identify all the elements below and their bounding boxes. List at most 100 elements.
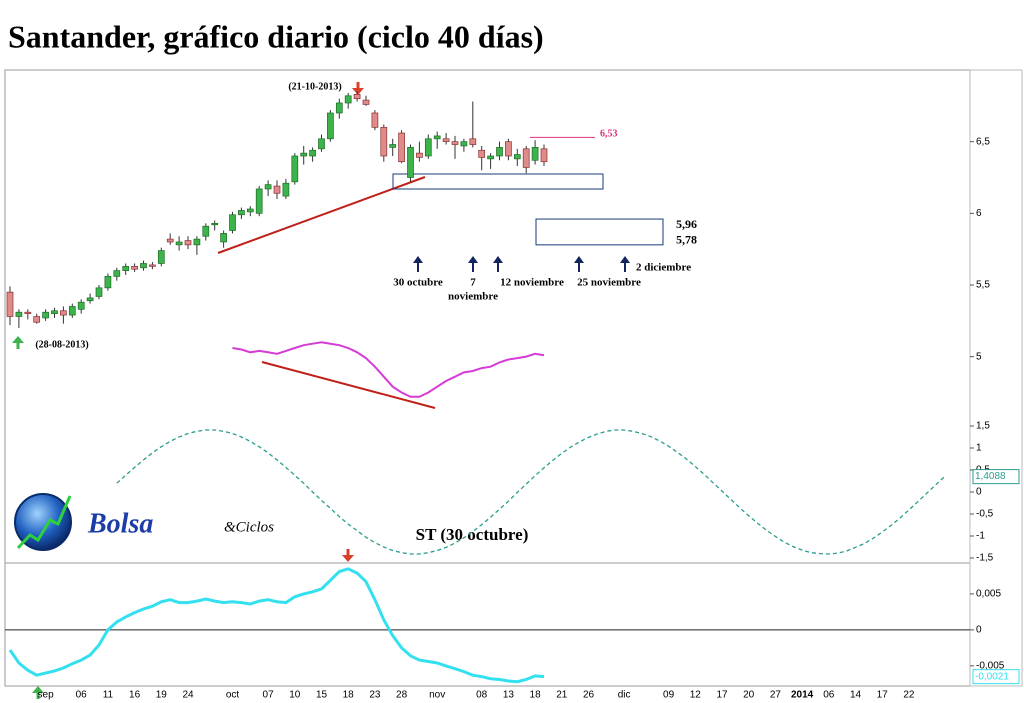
candle-body	[238, 210, 245, 216]
x-tick-label: 20	[743, 690, 755, 701]
candle-body	[6, 291, 14, 317]
cycle-date: noviembre	[448, 291, 498, 303]
x-tick-label: 12	[690, 690, 702, 701]
last-value-box	[972, 469, 1020, 485]
candle-body	[166, 238, 174, 243]
cycle-date: 7	[470, 277, 476, 289]
y-tick-label: 0	[976, 487, 982, 498]
y-tick-label: -1,5	[976, 553, 994, 564]
candle-body	[407, 147, 414, 178]
last-value-label: 1,4088	[975, 471, 1006, 482]
candle-body	[442, 138, 450, 143]
candle-body	[424, 138, 432, 157]
candle-body	[104, 276, 112, 289]
x-tick-label: nov	[429, 690, 445, 701]
candle-body	[505, 141, 512, 157]
x-tick-label: dic	[618, 690, 631, 701]
x-tick-label: 09	[663, 690, 675, 701]
target-label: 5,96	[676, 217, 697, 231]
y-tick-label: 0,005	[976, 589, 1001, 600]
x-tick-label: 22	[903, 690, 915, 701]
candle-body	[246, 208, 254, 213]
candle-body	[344, 95, 352, 104]
candle-body	[60, 310, 67, 316]
x-tick-label: 17	[716, 690, 728, 701]
x-tick-label: 08	[476, 690, 488, 701]
logo: Bolsa &Ciclos	[14, 493, 274, 551]
candle-body	[389, 144, 397, 148]
candle-body	[229, 214, 236, 231]
candle-body	[513, 154, 521, 160]
candle-body	[131, 265, 138, 270]
x-tick-label: 18	[530, 690, 542, 701]
price-panel	[4, 69, 971, 564]
axis-column	[969, 69, 1023, 687]
candle-body	[211, 222, 219, 226]
x-tick-label: 07	[263, 690, 275, 701]
resistance-label: 6,53	[600, 129, 618, 140]
last-value-label: -0,0021	[975, 671, 1009, 682]
x-tick-label: 14	[850, 690, 862, 701]
trend-line	[217, 176, 426, 254]
candle-body	[273, 185, 281, 194]
x-tick-label: 11	[103, 690, 114, 701]
cycle-date: 25 noviembre	[577, 277, 641, 289]
x-tick-label: 16	[129, 690, 141, 701]
candle-body	[33, 316, 41, 323]
cycle-date: 2 diciembre	[636, 262, 691, 274]
x-tick-label: 21	[556, 690, 568, 701]
candle-body	[24, 311, 32, 314]
candle-body	[371, 112, 379, 128]
candle-body	[460, 141, 468, 147]
series-line	[8, 567, 545, 684]
y-tick-label: 1,5	[976, 421, 990, 432]
candle-body	[380, 126, 388, 157]
candle-body	[309, 149, 316, 157]
candle-body	[220, 233, 227, 243]
target-label: 5,78	[676, 233, 697, 247]
candle-body	[86, 297, 94, 302]
x-tick-label: 26	[583, 690, 595, 701]
y-tick-label: 5,5	[976, 280, 990, 291]
candle-body	[433, 135, 441, 140]
series-line	[116, 429, 945, 555]
candle-body	[42, 311, 49, 319]
candle-body	[478, 149, 486, 158]
y-tick-label: 5	[976, 351, 982, 362]
candle-body	[282, 182, 290, 197]
candle-body	[95, 287, 103, 297]
candle-body	[51, 310, 58, 314]
x-tick-label: 17	[877, 690, 889, 701]
candle-body	[522, 148, 530, 168]
candle-body	[318, 138, 325, 150]
candle-body	[416, 152, 423, 158]
candle-body	[193, 238, 201, 246]
last-value-box	[972, 669, 1020, 685]
candle-body	[496, 147, 503, 157]
y-tick-label: 0	[976, 625, 982, 636]
x-tick-label: 28	[396, 690, 408, 701]
y-tick-label: 6	[976, 208, 982, 219]
x-tick-label: 10	[289, 690, 301, 701]
logo-suffix: &Ciclos	[224, 519, 274, 535]
y-tick-label: -0,5	[976, 509, 994, 520]
candle-body	[140, 263, 147, 269]
y-tick-label: 6,5	[976, 136, 990, 147]
candle-body	[264, 184, 272, 190]
candle-body	[255, 188, 263, 214]
marker-arrows	[12, 82, 364, 699]
date-marker: (21-10-2013)	[288, 81, 341, 92]
candle-body	[15, 311, 23, 317]
x-tick-label: 24	[182, 690, 194, 701]
x-tick-label: 19	[156, 690, 168, 701]
candle-body	[122, 265, 130, 271]
candle-body	[487, 155, 494, 160]
candle-body	[113, 270, 121, 277]
cycle-date: 12 noviembre	[500, 277, 564, 289]
candle-body	[175, 241, 183, 246]
x-tick-label: 23	[369, 690, 381, 701]
candle-body	[469, 138, 477, 145]
overlay-line	[232, 341, 545, 398]
